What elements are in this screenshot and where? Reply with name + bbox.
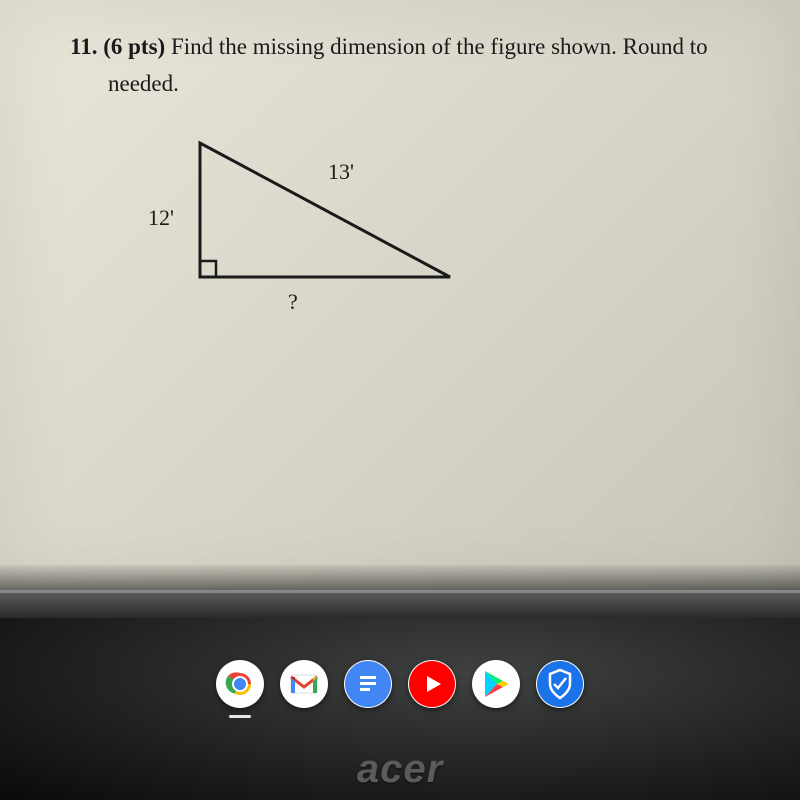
- youtube-icon[interactable]: [408, 660, 456, 708]
- docs-glyph-icon: [344, 660, 392, 708]
- laptop-bezel: [0, 590, 800, 618]
- gmail-glyph-icon: [287, 667, 321, 701]
- shield-glyph-icon: [536, 660, 584, 708]
- problem-text: Find the missing dimension of the figure…: [171, 34, 708, 59]
- label-left-leg: 12': [148, 205, 174, 231]
- problem-number: 11.: [70, 34, 97, 59]
- right-angle-marker: [200, 261, 216, 277]
- security-shield-icon[interactable]: [536, 660, 584, 708]
- gmail-icon[interactable]: [280, 660, 328, 708]
- worksheet-paper: 11. (6 pts) Find the missing dimension o…: [0, 0, 800, 590]
- chrome-glyph-icon: [222, 666, 258, 702]
- triangle-figure: 12' 13' ?: [150, 137, 470, 337]
- chrome-os-shelf: [0, 660, 800, 708]
- label-bottom-unknown: ?: [288, 289, 298, 315]
- play-glyph-icon: [479, 667, 513, 701]
- problem-line-2: needed.: [108, 71, 750, 97]
- triangle-polygon: [200, 143, 450, 277]
- laptop-brand: acer: [0, 747, 800, 792]
- chrome-icon[interactable]: [216, 660, 264, 708]
- problem-line-1: 11. (6 pts) Find the missing dimension o…: [70, 30, 750, 65]
- docs-icon[interactable]: [344, 660, 392, 708]
- screen-shadow: [0, 565, 800, 590]
- play-store-icon[interactable]: [472, 660, 520, 708]
- laptop-deck: acer: [0, 618, 800, 800]
- problem-points: (6 pts): [103, 34, 165, 59]
- label-hypotenuse: 13': [328, 159, 354, 185]
- youtube-glyph-icon: [408, 660, 456, 708]
